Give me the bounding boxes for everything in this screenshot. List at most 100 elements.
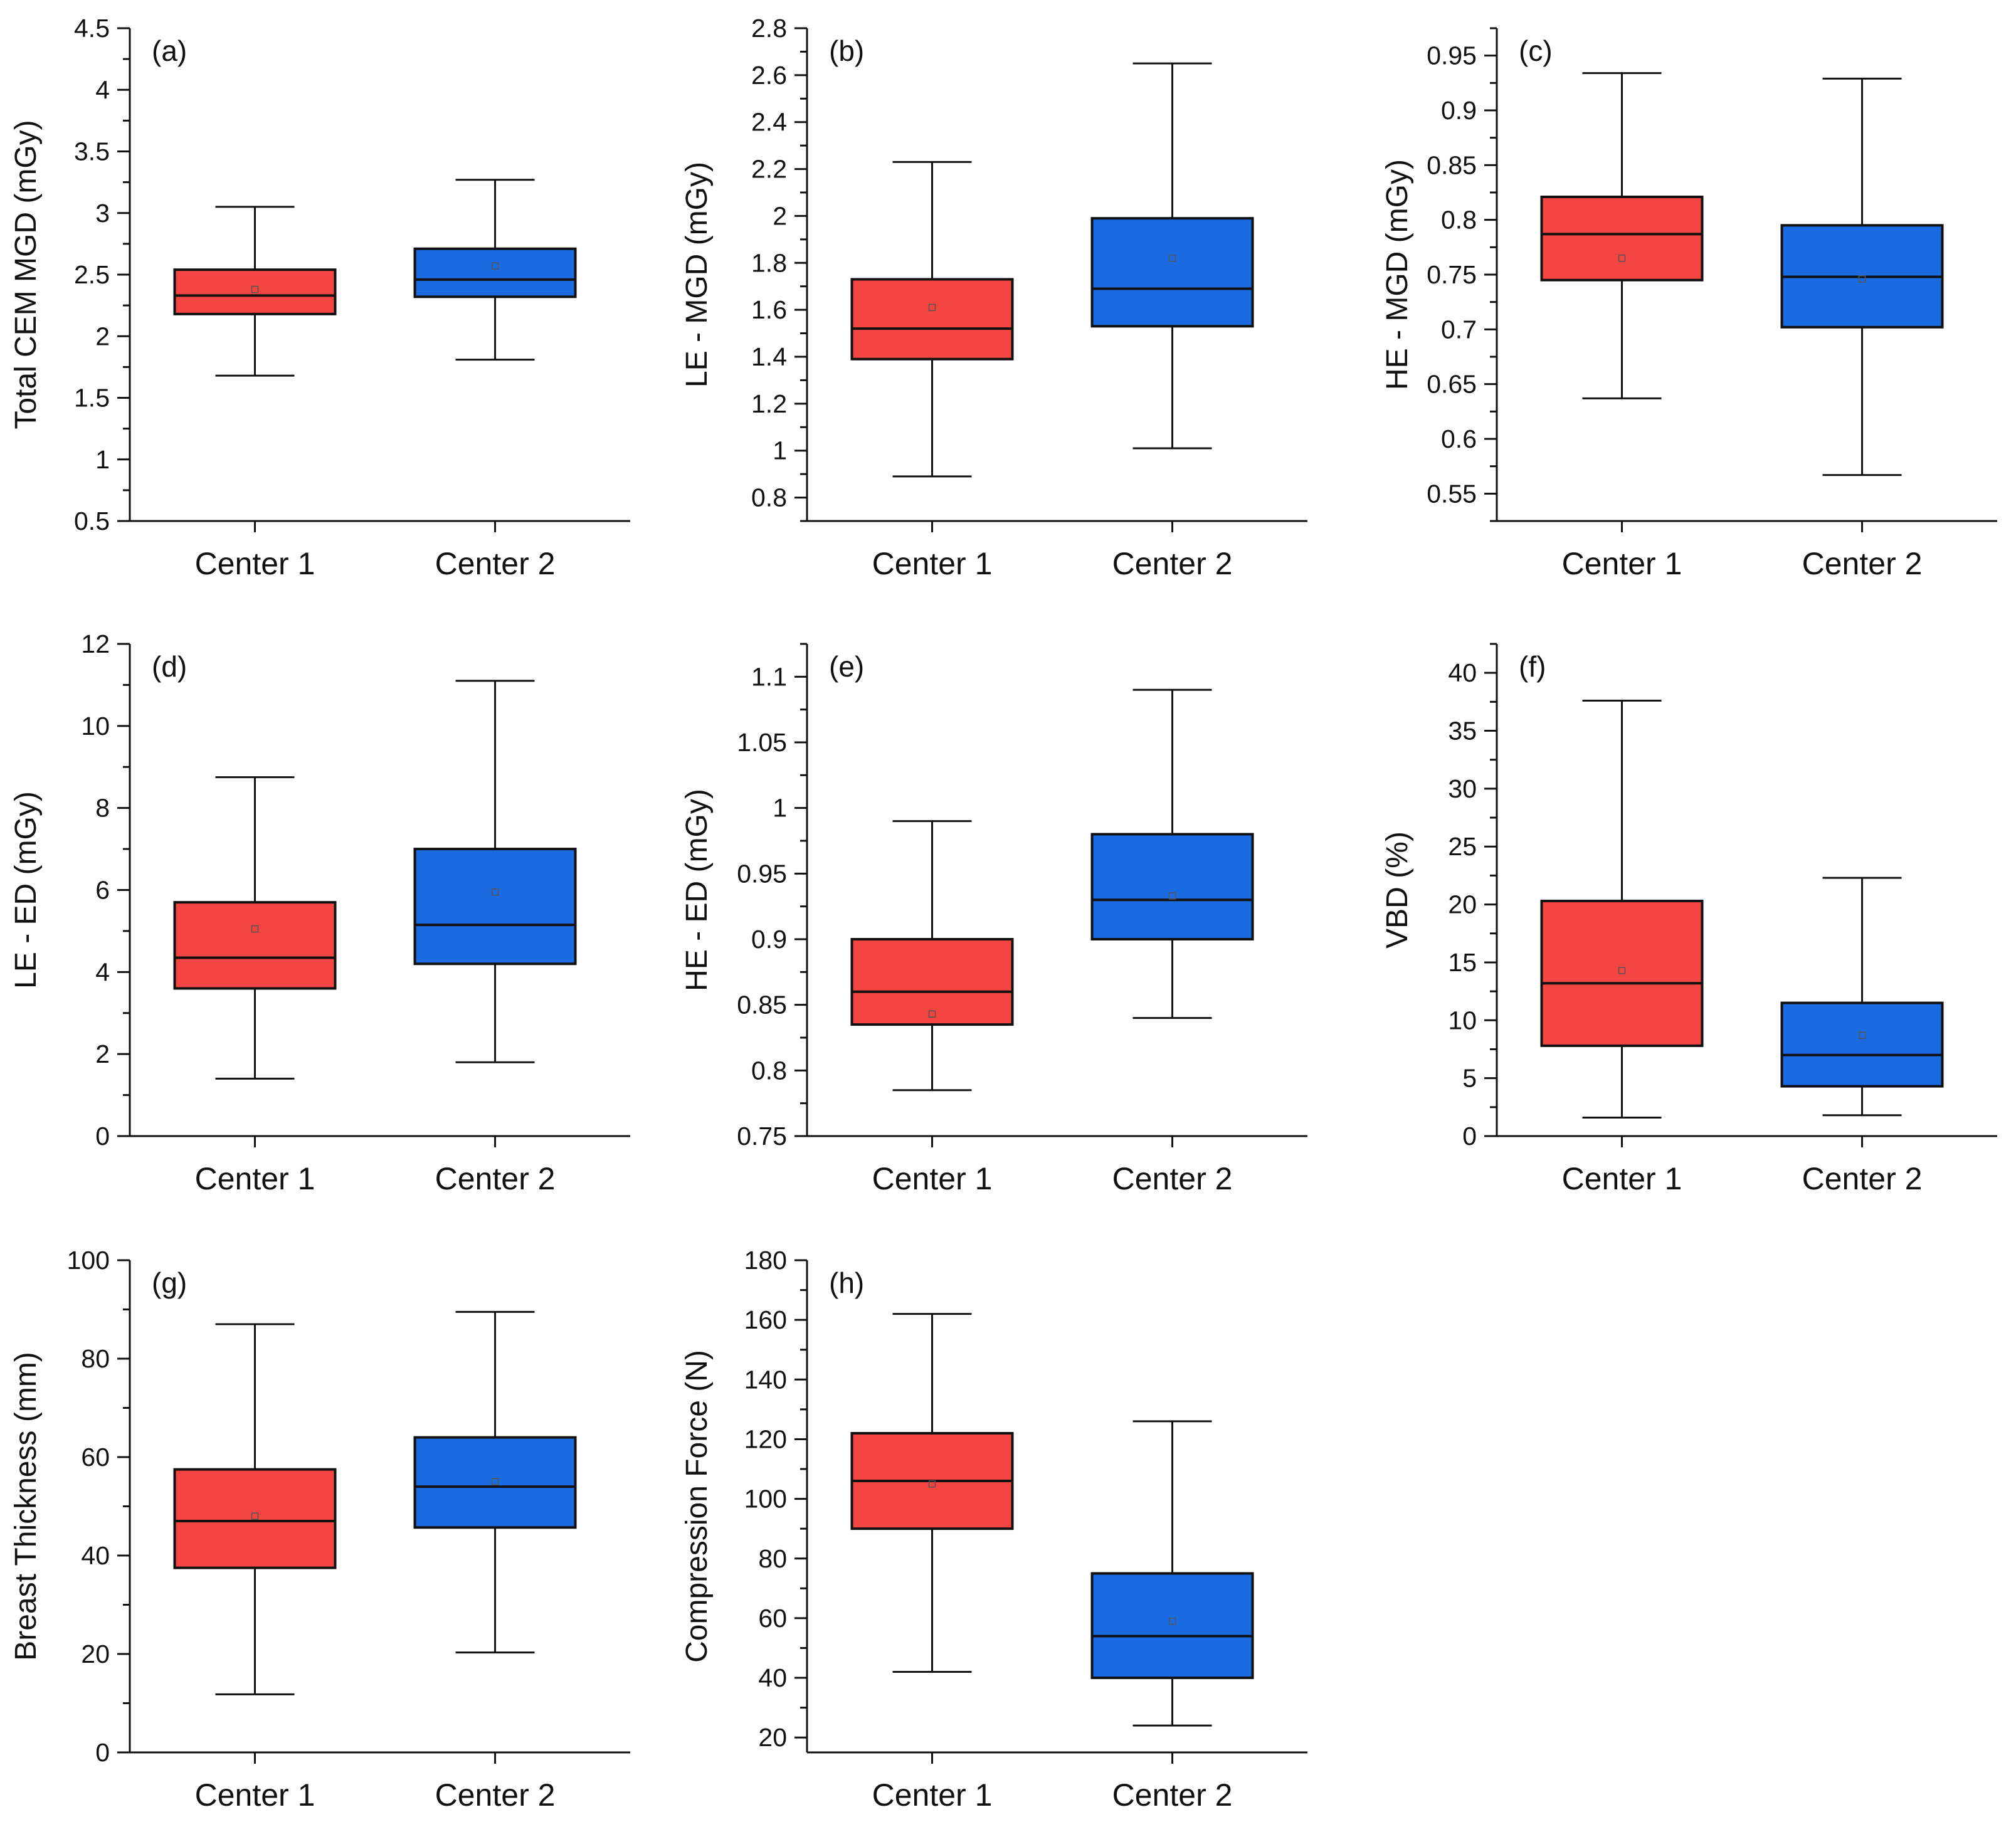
y-tick-label: 4: [95, 957, 110, 986]
mean-marker: [1858, 275, 1866, 283]
y-tick-label: 4: [95, 75, 110, 104]
y-axis-title: HE - MGD (mGy): [1381, 159, 1414, 390]
x-tick-label: Center 2: [1802, 1161, 1923, 1196]
x-tick-label: Center 2: [1802, 546, 1923, 581]
chart-panel-h: 20 40 60 80 100 120 140 160 180 Compression Force…: [680, 1246, 1307, 1813]
mean-marker: [491, 262, 499, 270]
box-center-2: [413, 179, 577, 361]
panel-label: (h): [829, 1266, 864, 1299]
y-tick-label: 0.85: [1427, 150, 1477, 179]
y-tick-label: 6: [95, 876, 110, 905]
y-tick-label: 12: [81, 629, 110, 658]
panel-label: (f): [1519, 650, 1546, 683]
iqr-box: [413, 848, 577, 966]
x-tick-label: Center 1: [872, 1777, 993, 1813]
mean-marker: [928, 1010, 936, 1018]
y-axis-title: LE - MGD (mGy): [680, 162, 714, 387]
y-tick-label: 0.8: [1441, 206, 1477, 234]
y-axis-title: LE - ED (mGy): [9, 791, 43, 989]
mean-marker: [928, 303, 936, 312]
y-tick-label: 30: [1448, 774, 1477, 803]
x-tick-label: Center 1: [872, 1161, 993, 1196]
x-tick-label: Center 1: [195, 546, 315, 581]
y-tick-label: 160: [744, 1305, 787, 1334]
mean-marker: [491, 1478, 499, 1485]
y-tick-label: 35: [1448, 717, 1477, 745]
iqr-box: [173, 1468, 337, 1569]
mean-marker: [1168, 892, 1176, 900]
y-tick-label: 40: [81, 1541, 110, 1570]
y-tick-label: 0.55: [1427, 479, 1477, 508]
mean-marker: [1618, 255, 1626, 262]
y-tick-label: 0.7: [1441, 315, 1477, 344]
y-tick-label: 1.8: [751, 248, 787, 277]
iqr-box: [413, 247, 577, 298]
y-tick-label: 2: [95, 322, 110, 350]
y-tick-label: 0.9: [751, 925, 787, 954]
panel-label: (c): [1519, 34, 1553, 67]
y-tick-label: 60: [81, 1443, 110, 1472]
y-tick-label: 8: [95, 794, 110, 823]
y-tick-label: 1.05: [737, 728, 787, 757]
y-tick-label: 0.85: [737, 991, 787, 1019]
y-axis-title: Compression Force (N): [680, 1350, 714, 1663]
y-axis-title: VBD (%): [1381, 831, 1414, 949]
y-tick-label: 1.4: [751, 342, 787, 371]
box-center-1: [850, 820, 1014, 1092]
y-tick-label: 0.75: [737, 1122, 787, 1151]
x-tick-label: Center 1: [195, 1777, 315, 1813]
mean-marker: [251, 1512, 259, 1520]
y-tick-label: 2.8: [751, 14, 787, 43]
y-tick-label: 140: [744, 1365, 787, 1394]
y-tick-label: 2.6: [751, 61, 787, 90]
y-tick-label: 3.5: [74, 137, 110, 166]
y-tick-label: 100: [744, 1485, 787, 1514]
y-tick-label: 0: [1462, 1122, 1477, 1151]
panel-label: (d): [152, 650, 187, 683]
mean-marker: [1618, 967, 1626, 974]
y-tick-label: 20: [1448, 890, 1477, 919]
x-tick-label: Center 1: [1562, 1161, 1682, 1196]
y-tick-label: 0.8: [751, 483, 787, 512]
x-tick-label: Center 2: [435, 1161, 556, 1196]
box-center-2: [1090, 1420, 1254, 1727]
iqr-box: [850, 938, 1014, 1026]
y-tick-label: 0.65: [1427, 370, 1477, 399]
mean-marker: [491, 888, 499, 896]
y-tick-label: 40: [758, 1663, 787, 1692]
y-tick-label: 10: [1448, 1006, 1477, 1035]
chart-panel-c: 0.55 0.6 0.65 0.7 0.75 0.8 0.85 0.9 0.95 HE - MGD…: [1381, 27, 1997, 581]
y-axis-title: HE - ED (mGy): [680, 789, 714, 991]
iqr-box: [1090, 1572, 1254, 1680]
y-tick-label: 0.95: [737, 859, 787, 888]
iqr-box: [1090, 217, 1254, 328]
box-center-1: [173, 776, 337, 1080]
chart-panel-d: 0 2 4 6 8 10 12 LE - ED (mGy) (d) Center 1 Center …: [9, 629, 630, 1196]
iqr-box: [1540, 195, 1704, 282]
box-center-1: [1540, 700, 1704, 1119]
y-tick-label: 1: [95, 445, 110, 474]
chart-panel-a: 0.5 1 1.5 2 2.5 3 3.5 4 4.5 Total CEM MGD (mGy) (a…: [9, 14, 630, 581]
y-tick-label: 60: [758, 1604, 787, 1633]
y-tick-label: 5: [1462, 1064, 1477, 1093]
y-tick-label: 180: [744, 1246, 787, 1275]
y-tick-label: 15: [1448, 948, 1477, 977]
chart-panel-b: 0.8 1 1.2 1.4 1.6 1.8 2 2.2 2.4 2.6 2.8 LE - MGD (m…: [680, 14, 1307, 581]
y-tick-label: 0: [95, 1738, 110, 1767]
panel-label: (a): [152, 34, 187, 67]
y-tick-label: 100: [67, 1246, 110, 1275]
y-tick-label: 2.4: [751, 108, 787, 137]
mean-marker: [1858, 1031, 1866, 1040]
y-tick-label: 1: [773, 794, 787, 823]
x-tick-label: Center 1: [872, 546, 993, 581]
box-center-1: [850, 1313, 1014, 1673]
y-tick-label: 0: [95, 1122, 110, 1151]
y-tick-label: 1: [773, 436, 787, 465]
y-tick-label: 20: [81, 1640, 110, 1668]
x-tick-label: Center 2: [1112, 1161, 1233, 1196]
chart-panel-f: 0 5 10 15 20 25 30 35 40 VBD (%) (f) Center 1 Center…: [1381, 643, 1997, 1196]
y-tick-label: 1.5: [74, 384, 110, 413]
y-tick-label: 40: [1448, 658, 1477, 687]
x-tick-label: Center 2: [435, 546, 556, 581]
